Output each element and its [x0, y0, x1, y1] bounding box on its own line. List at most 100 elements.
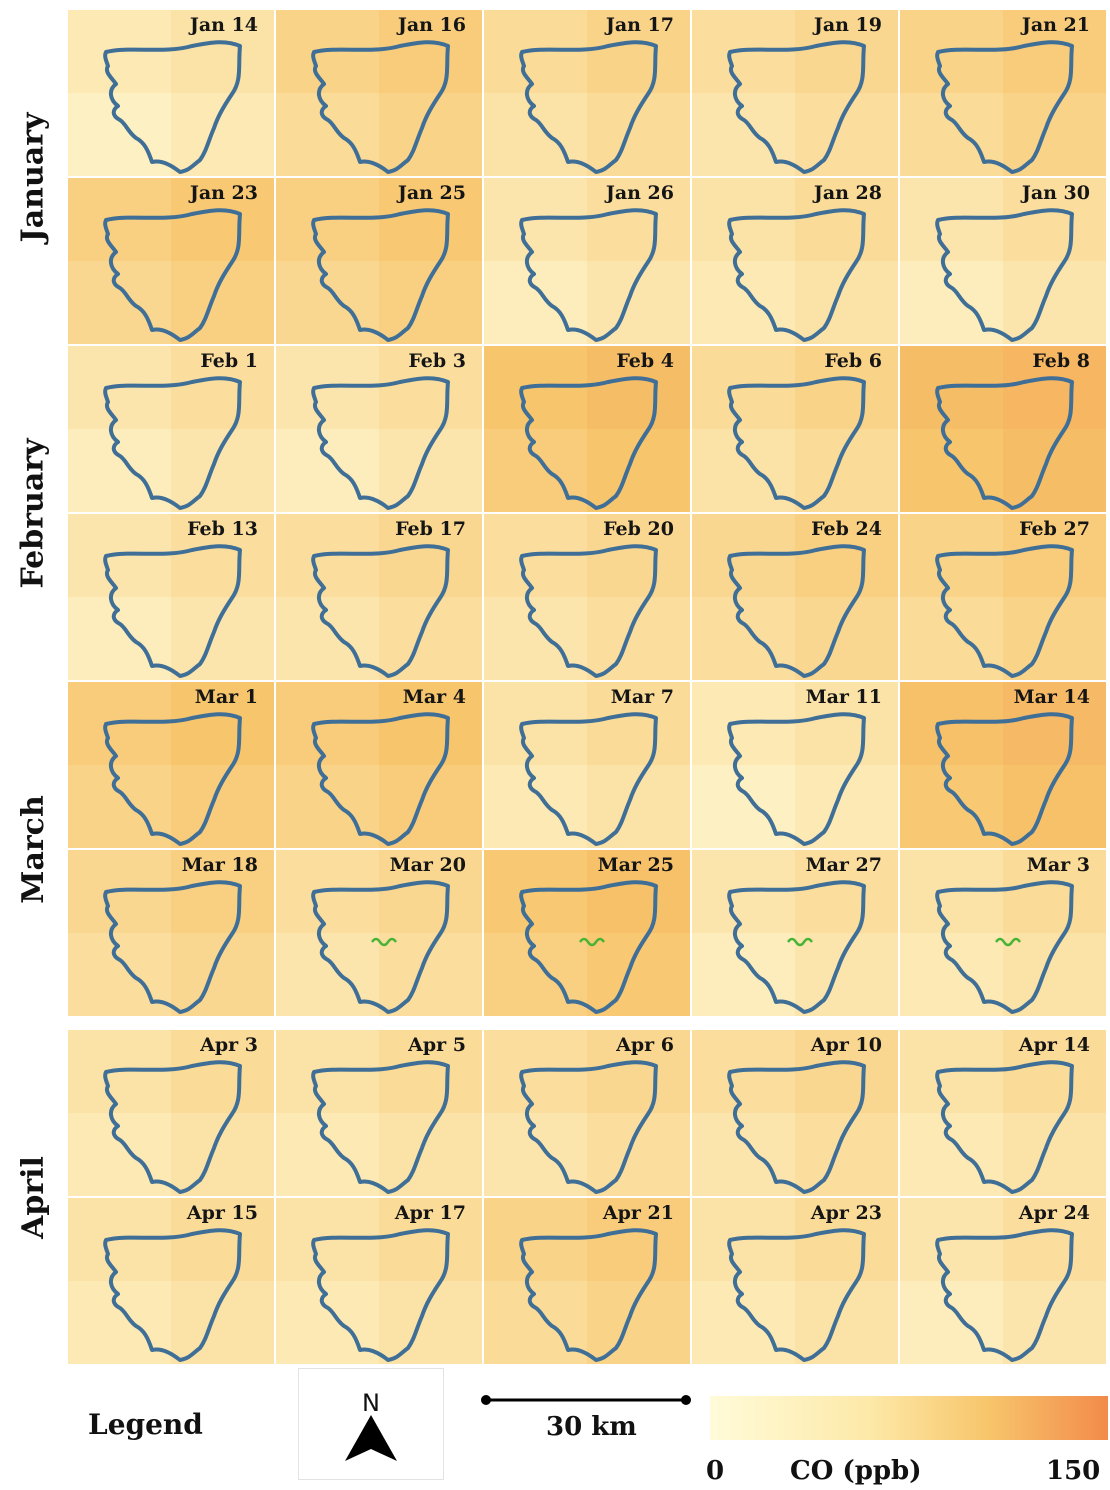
- map-panel: Jan 21: [900, 10, 1106, 176]
- north-label: N: [362, 1389, 380, 1417]
- panel-date-label: Apr 21: [602, 1202, 674, 1224]
- co-raster-cell: [1003, 514, 1106, 597]
- co-raster-cell: [587, 178, 690, 261]
- month-label: April: [0, 1030, 66, 1364]
- co-raster-cell: [1003, 682, 1106, 765]
- region-boundary: [103, 40, 242, 174]
- co-map: [692, 1198, 898, 1364]
- panel-date-label: Feb 8: [1032, 350, 1090, 372]
- panel-date-label: Jan 17: [605, 14, 674, 36]
- co-raster-cell: [171, 10, 274, 93]
- map-panel: Apr 3: [68, 1030, 274, 1196]
- co-raster-cell: [1003, 1030, 1106, 1113]
- co-map: [484, 1030, 690, 1196]
- map-panel: Jan 25: [276, 178, 482, 344]
- map-panel: Apr 23: [692, 1198, 898, 1364]
- co-map: [900, 514, 1106, 680]
- panel-date-label: Apr 24: [1018, 1202, 1090, 1224]
- co-map: [276, 1198, 482, 1364]
- panel-date-label: Jan 23: [189, 182, 258, 204]
- map-panel: Mar 7: [484, 682, 690, 848]
- map-panel: Mar 4: [276, 682, 482, 848]
- co-map: [692, 682, 898, 848]
- panel-date-label: Jan 19: [813, 14, 882, 36]
- co-map: [276, 850, 482, 1016]
- month-label-text: January: [15, 112, 51, 242]
- map-panel: Jan 17: [484, 10, 690, 176]
- co-map: [276, 682, 482, 848]
- map-panel: Mar 11: [692, 682, 898, 848]
- region-boundary: [519, 544, 658, 678]
- co-raster-cell: [795, 1030, 898, 1113]
- map-panel: Feb 24: [692, 514, 898, 680]
- co-map: [276, 514, 482, 680]
- map-panel: Mar 3: [900, 850, 1106, 1016]
- co-map: [276, 178, 482, 344]
- map-panel: Feb 3: [276, 346, 482, 512]
- panel-date-label: Apr 17: [394, 1202, 466, 1224]
- co-raster-cell: [1003, 10, 1106, 93]
- region-boundary: [311, 544, 450, 678]
- region-boundary: [519, 1060, 658, 1194]
- co-raster-cell: [795, 178, 898, 261]
- panel-date-label: Feb 6: [824, 350, 882, 372]
- region-boundary: [935, 1060, 1074, 1194]
- color-scale-max: 150: [1046, 1456, 1101, 1486]
- legend-title: Legend: [88, 1408, 203, 1441]
- map-panel: Apr 21: [484, 1198, 690, 1364]
- region-boundary: [103, 880, 242, 1014]
- co-raster-cell: [1003, 178, 1106, 261]
- map-panel: Jan 26: [484, 178, 690, 344]
- co-map: [900, 1198, 1106, 1364]
- co-raster-cell: [795, 346, 898, 429]
- co-raster-cell: [587, 1030, 690, 1113]
- co-raster-cell: [171, 850, 274, 933]
- co-raster-cell: [795, 10, 898, 93]
- stream-feature: [994, 937, 1022, 947]
- panel-date-label: Apr 5: [408, 1034, 466, 1056]
- co-map: [692, 1030, 898, 1196]
- panel-date-label: Jan 28: [813, 182, 882, 204]
- co-raster-cell: [1003, 1198, 1106, 1281]
- region-boundary: [727, 1228, 866, 1362]
- color-scale-label: CO (ppb): [790, 1456, 922, 1486]
- region-boundary: [103, 1228, 242, 1362]
- co-raster-cell: [795, 850, 898, 933]
- region-boundary: [935, 544, 1074, 678]
- panel-date-label: Mar 18: [181, 854, 258, 876]
- co-map: [68, 346, 274, 512]
- region-boundary: [103, 712, 242, 846]
- co-map: [900, 10, 1106, 176]
- region-boundary: [311, 712, 450, 846]
- region-boundary: [935, 40, 1074, 174]
- panel-date-label: Feb 17: [395, 518, 466, 540]
- co-map: [484, 346, 690, 512]
- panel-date-label: Feb 24: [811, 518, 882, 540]
- north-arrow-box: N: [298, 1368, 444, 1480]
- month-label: January: [0, 10, 66, 344]
- region-boundary: [727, 1060, 866, 1194]
- map-panel: Apr 14: [900, 1030, 1106, 1196]
- panel-date-label: Jan 21: [1021, 14, 1090, 36]
- region-boundary: [727, 208, 866, 342]
- co-raster-cell: [171, 682, 274, 765]
- co-raster-cell: [1003, 850, 1106, 933]
- panel-row: Feb 1 Feb 3 Feb 4 Feb 6 Feb 8: [68, 346, 1108, 514]
- co-map: [484, 682, 690, 848]
- co-raster-cell: [587, 682, 690, 765]
- co-map: [68, 682, 274, 848]
- co-map: [484, 850, 690, 1016]
- co-raster-cell: [795, 1198, 898, 1281]
- month-label-text: February: [15, 437, 51, 589]
- region-boundary: [935, 712, 1074, 846]
- map-panel: Jan 14: [68, 10, 274, 176]
- co-map: [68, 1030, 274, 1196]
- panel-row: Apr 3 Apr 5 Apr 6 Apr 10 Apr 14: [68, 1030, 1108, 1198]
- co-raster-cell: [171, 1198, 274, 1281]
- map-panel: Jan 28: [692, 178, 898, 344]
- co-map: [484, 514, 690, 680]
- panel-date-label: Apr 14: [1018, 1034, 1090, 1056]
- region-boundary: [935, 880, 1074, 1014]
- panel-date-label: Mar 14: [1013, 686, 1090, 708]
- co-map: [276, 10, 482, 176]
